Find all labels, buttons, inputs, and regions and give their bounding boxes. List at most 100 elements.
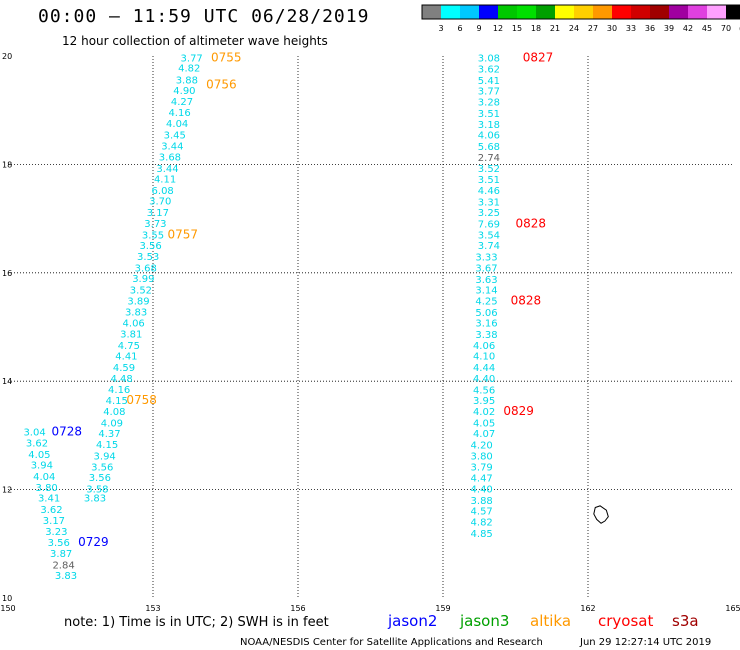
time-label: 0828 <box>511 293 542 307</box>
wave-height-value: 3.52 <box>130 286 152 297</box>
wave-height-value: 4.37 <box>98 429 120 440</box>
color-scale-label: 3 <box>438 24 443 33</box>
wave-height-value: 3.28 <box>478 98 500 109</box>
wave-height-value: 3.62 <box>478 64 500 75</box>
wave-height-value: 3.25 <box>478 208 500 219</box>
footer-note: note: 1) Time is in UTC; 2) SWH is in fe… <box>64 615 329 630</box>
color-scale-label: 18 <box>531 24 541 33</box>
grid <box>8 56 733 598</box>
wave-height-value: 4.46 <box>478 186 500 197</box>
wave-height-value: 3.56 <box>89 473 111 484</box>
color-scale-label: 36 <box>645 24 655 33</box>
wave-height-value: 5.68 <box>478 142 500 153</box>
color-scale-swatch <box>479 5 498 19</box>
time-label: 0758 <box>126 393 157 407</box>
color-scale-label: 33 <box>626 24 636 33</box>
y-tick-label: 20 <box>2 52 12 61</box>
wave-height-value: 4.06 <box>473 341 495 352</box>
wave-height-value: 4.40 <box>473 374 495 385</box>
wave-height-value: 3.62 <box>40 505 62 516</box>
wave-height-value: 3.17 <box>147 208 169 219</box>
x-tick-label: 159 <box>435 604 450 613</box>
color-scale-label: 70 <box>721 24 731 33</box>
wave-height-value: 4.16 <box>168 108 190 119</box>
wave-height-value: 3.89 <box>127 296 149 307</box>
wave-height-value: 3.38 <box>475 330 497 341</box>
color-scale-swatch <box>441 5 460 19</box>
color-scale-label: 42 <box>683 24 693 33</box>
wave-height-value: 3.16 <box>475 319 497 330</box>
wave-height-value: 4.15 <box>106 396 128 407</box>
axis-ticks: 150 153 156 159 162 165 10 12 14 16 18 20 <box>0 52 740 613</box>
wave-height-value: 3.94 <box>94 451 116 462</box>
wave-height-value: 4.44 <box>473 363 495 374</box>
y-tick-label: 12 <box>2 486 12 495</box>
satellite-legend-cryosat: cryosat <box>598 612 653 630</box>
x-tick-label: 162 <box>580 604 595 613</box>
wave-height-value: 4.08 <box>103 407 125 418</box>
time-label: 0729 <box>78 535 109 549</box>
wave-height-value: 4.05 <box>473 418 495 429</box>
chart-subtitle: 12 hour collection of altimeter wave hei… <box>62 34 328 48</box>
wave-height-value: 3.68 <box>159 152 181 163</box>
wave-height-value: 3.88 <box>176 75 198 86</box>
wave-height-value: 4.15 <box>96 440 118 451</box>
wave-height-value: 4.40 <box>471 485 493 496</box>
y-tick-label: 14 <box>2 377 12 386</box>
time-label: 0828 <box>516 216 547 230</box>
wave-height-value: 3.56 <box>139 241 161 252</box>
color-scale-swatch <box>460 5 479 19</box>
y-tick-label: 18 <box>2 160 12 169</box>
time-label: 0755 <box>211 51 242 65</box>
wave-height-value: 3.95 <box>473 396 495 407</box>
satellite-legend-altika: altika <box>530 612 571 630</box>
wave-height-value: 3.63 <box>475 275 497 286</box>
wave-height-value: 3.62 <box>26 438 48 449</box>
wave-height-value: 3.83 <box>84 494 106 505</box>
wave-height-value: 4.75 <box>118 341 140 352</box>
color-scale-swatch <box>517 5 536 19</box>
color-scale-swatch <box>536 5 555 19</box>
wave-height-value: 3.73 <box>144 219 166 230</box>
wave-height-value: 5.41 <box>478 76 500 87</box>
wave-height-value: 3.33 <box>475 253 497 264</box>
wave-height-value: 3.94 <box>31 461 53 472</box>
wave-height-value: 7.69 <box>478 219 500 230</box>
color-scale-label: 15 <box>512 24 522 33</box>
satellite-legend-s3a: s3a <box>672 612 699 630</box>
coastline <box>593 505 609 524</box>
wave-height-value: 3.56 <box>48 538 70 549</box>
y-tick-label: 16 <box>2 269 12 278</box>
wave-height-value: 4.90 <box>173 86 195 97</box>
color-scale-label: 27 <box>588 24 598 33</box>
time-labels: 0755 0756 0757 0758 0728 0729 0827 0828 0828 0829 <box>52 51 554 550</box>
color-scale-label: 45 <box>702 24 712 33</box>
color-scale-label: 39 <box>664 24 674 33</box>
wave-height-value: 4.27 <box>171 97 193 108</box>
wave-height-values: 3.774.823.884.904.274.164.043.453.443.68… <box>23 54 500 583</box>
color-scale-swatch <box>631 5 650 19</box>
wave-height-value: 3.70 <box>149 197 171 208</box>
wave-height-value: 3.04 <box>23 428 45 439</box>
wave-height-value: 3.67 <box>475 263 497 274</box>
wave-height-value: 3.51 <box>478 109 500 120</box>
wave-height-value: 4.41 <box>115 352 137 363</box>
wave-height-value: 4.06 <box>478 131 500 142</box>
wave-height-value: 3.45 <box>164 131 186 142</box>
color-scale-swatch <box>498 5 517 19</box>
wave-height-value: 4.09 <box>101 418 123 429</box>
color-scale-swatch <box>650 5 669 19</box>
wave-height-value: 3.99 <box>132 274 154 285</box>
color-scale-swatch <box>707 5 726 19</box>
color-scale-swatch <box>555 5 574 19</box>
wave-height-value: 4.82 <box>178 63 200 74</box>
x-tick-label: 165 <box>725 604 740 613</box>
wave-height-value: 4.04 <box>33 472 55 483</box>
color-scale-label: 24 <box>569 24 579 33</box>
wave-height-value: 3.14 <box>475 286 497 297</box>
y-tick-label: 10 <box>2 594 12 603</box>
wave-height-value: 3.44 <box>161 141 183 152</box>
color-scale-swatch <box>669 5 688 19</box>
wave-height-value: 3.58 <box>86 485 108 496</box>
